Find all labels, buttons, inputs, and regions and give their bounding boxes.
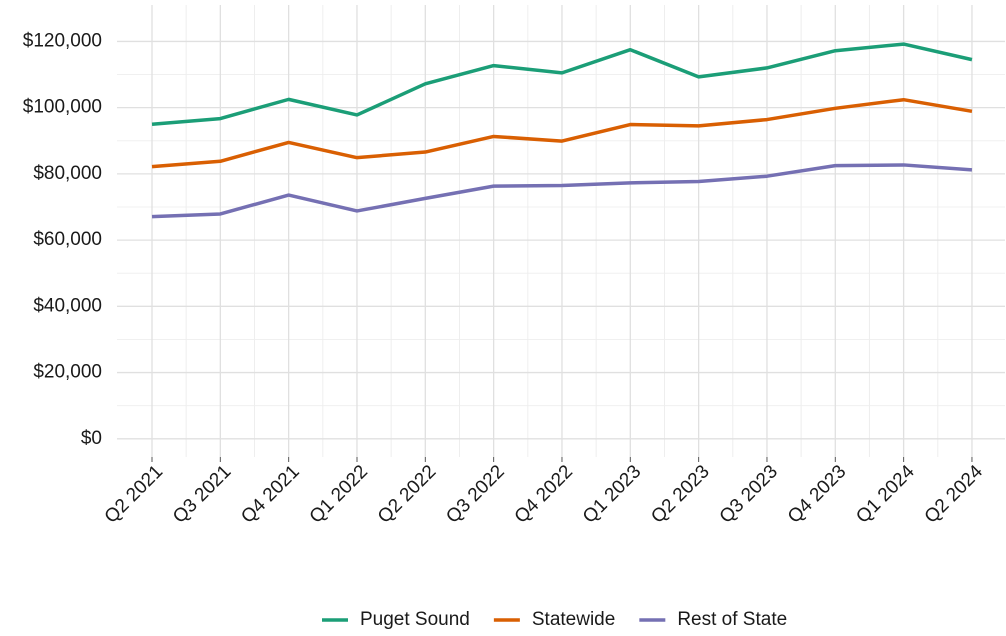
series-line	[151, 163, 973, 219]
x-tick-label: Q2 2022	[374, 461, 440, 527]
legend: Puget Sound Statewide Rest of State	[322, 609, 787, 630]
y-tick-label: $0	[81, 428, 102, 449]
y-tick-label: $120,000	[23, 30, 102, 51]
y-tick-label: $20,000	[33, 362, 102, 383]
x-tick-label: Q1 2024	[852, 461, 919, 528]
x-tick-label: Q4 2023	[784, 461, 850, 527]
legend-label: Puget Sound	[360, 609, 470, 630]
x-tick-label: Q1 2023	[579, 461, 645, 527]
x-tick-label: Q3 2022	[442, 461, 508, 527]
series-line	[151, 42, 973, 126]
y-tick-label: $100,000	[23, 97, 102, 118]
y-tick-label: $80,000	[33, 163, 102, 184]
legend-label: Statewide	[532, 609, 615, 630]
x-tick-label: Q4 2021	[237, 461, 303, 527]
x-tick-label: Q3 2023	[716, 461, 782, 527]
x-tick-label: Q2 2023	[647, 461, 713, 527]
x-tick-label: Q4 2022	[511, 461, 577, 527]
x-tick-label: Q2 2024	[921, 461, 988, 528]
series-line	[151, 97, 973, 169]
x-tick-label: Q3 2021	[169, 461, 235, 527]
legend-label: Rest of State	[677, 609, 787, 630]
x-tick-label: Q1 2022	[306, 461, 372, 527]
x-tick-label: Q2 2021	[101, 461, 167, 527]
y-tick-label: $60,000	[33, 229, 102, 250]
y-tick-label: $40,000	[33, 295, 102, 316]
